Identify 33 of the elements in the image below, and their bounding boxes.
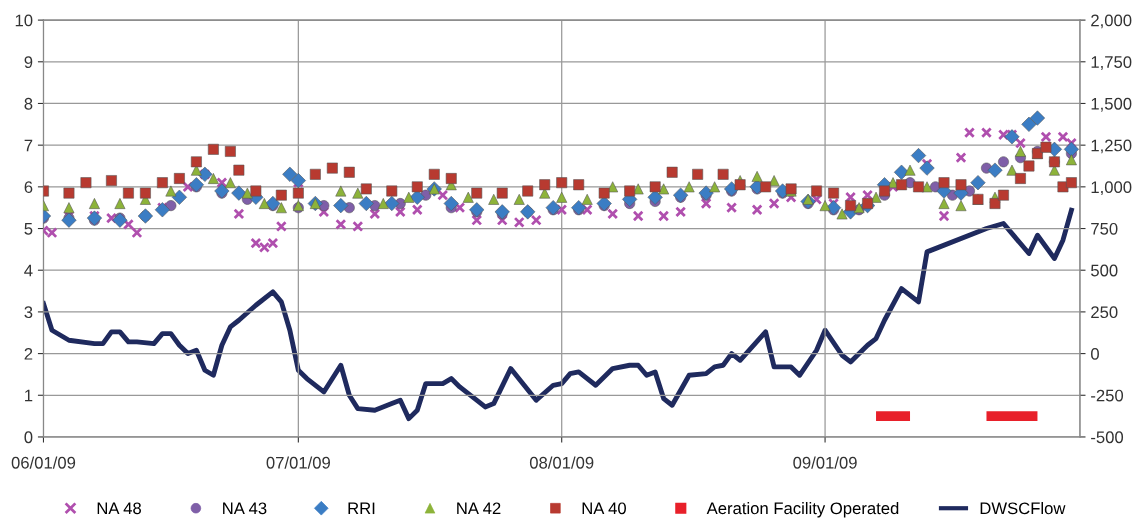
y-tick-label: 1 [25,389,33,402]
y-tick-label: 4 [24,264,33,277]
legend-label: Aeration Facility Operated [706,501,899,518]
y2-tick-label: 750 [1091,222,1118,235]
legend-label: NA 43 [223,502,267,515]
y2-tick-label: -500 [1091,431,1124,444]
y2-tick-label: -250 [1091,389,1124,402]
y-tick-label: 0 [24,431,33,444]
y2-tick-label: 250 [1091,306,1118,319]
y-tick-label: 5 [24,223,33,235]
legend-label: DWSCFlow [980,501,1066,515]
y-tick-label: 2 [24,347,33,360]
y2-tick-label: 1,000 [1091,181,1132,196]
x-tick-label: 07/01/09 [266,456,330,469]
y-tick-label: 6 [24,181,33,194]
y2-tick-label: 2,000 [1091,14,1132,29]
legend-label: RRI [348,502,375,515]
y-tick-label: 10 [15,14,33,27]
y2-tick-label: 0 [1091,347,1099,360]
y-tick-label: 7 [24,139,33,152]
legend-label: NA 42 [457,502,501,515]
x-tick-label: 09/01/09 [793,456,857,469]
y2-tick-label: 500 [1091,264,1118,277]
y2-tick-label: 1,500 [1091,97,1132,112]
legend-label: NA 48 [97,502,141,515]
y2-tick-label: 1,250 [1091,139,1132,154]
x-tick-label: 08/01/09 [529,456,594,469]
y-tick-label: 8 [24,97,33,110]
y-tick-label: 9 [24,56,33,68]
y-tick-label: 3 [24,306,33,319]
legend-label: NA 40 [582,502,626,515]
y2-tick-label: 1,750 [1091,56,1132,70]
x-tick-label: 06/01/09 [11,456,76,469]
